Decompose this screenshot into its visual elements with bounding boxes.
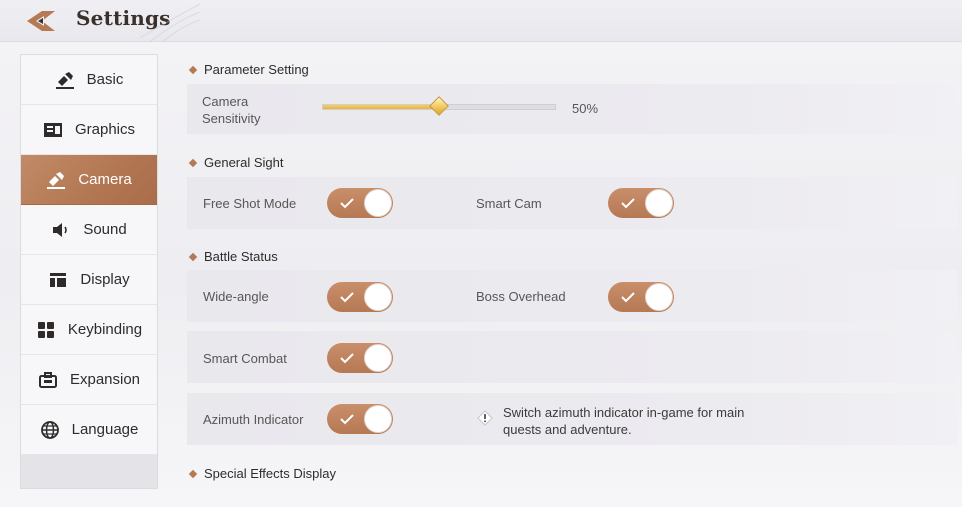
toggle-knob [645, 283, 673, 311]
checkmark-icon [340, 353, 354, 364]
smart-combat-toggle[interactable] [327, 343, 393, 373]
speaker-icon [53, 222, 68, 237]
battle-row-1 [187, 270, 957, 322]
camera-sensitivity-value: 50% [572, 101, 599, 116]
wide-angle-toggle[interactable] [327, 282, 393, 312]
azimuth-hint-text: Switch azimuth indicator in-game for mai… [503, 405, 745, 437]
diamond-bullet-icon [188, 469, 198, 478]
section-title-parameter: Parameter Setting [188, 62, 309, 77]
smart-cam-label: Smart Cam [476, 196, 542, 211]
header-ornament-icon [140, 3, 200, 42]
sidebar-item-label: Display [80, 271, 130, 288]
free-shot-mode-toggle[interactable] [327, 188, 393, 218]
camera-sensitivity-row: Camera Sensitivity [187, 84, 957, 134]
briefcase-icon [38, 371, 57, 388]
boss-overhead-label: Boss Overhead [476, 289, 566, 304]
sidebar-item-camera[interactable]: Camera [21, 155, 157, 205]
sidebar-item-basic[interactable]: Basic [21, 55, 157, 105]
back-arrow-icon[interactable] [24, 8, 58, 34]
checkmark-icon [340, 292, 354, 303]
sidebar-item-expansion[interactable]: Expansion [21, 355, 157, 405]
camera-sensitivity-slider[interactable] [322, 96, 556, 116]
page-title: Settings [76, 6, 171, 30]
checkmark-icon [340, 414, 354, 425]
info-diamond-icon [477, 410, 493, 426]
header-bar: Settings [0, 0, 962, 42]
toggle-knob [364, 189, 392, 217]
wide-angle-label: Wide-angle [203, 289, 269, 304]
sidebar-item-keybinding[interactable]: Keybinding [21, 305, 157, 355]
toggle-knob [364, 405, 392, 433]
battle-row-3 [187, 393, 957, 445]
azimuth-indicator-label: Azimuth Indicator [203, 412, 304, 427]
sidebar-item-sound[interactable]: Sound [21, 205, 157, 255]
settings-sidebar: Basic Graphics Camera Sound Display [20, 54, 158, 489]
toggle-knob [364, 283, 392, 311]
hammer-icon [47, 171, 66, 189]
sidebar-item-label: Language [71, 421, 139, 438]
section-title-special-effects: Special Effects Display [188, 466, 336, 481]
battle-row-2 [187, 331, 957, 383]
section-title-battle-status: Battle Status [188, 249, 278, 264]
general-sight-row [187, 177, 957, 229]
layout-icon [50, 272, 67, 287]
checkmark-icon [621, 292, 635, 303]
globe-icon [40, 420, 59, 439]
checkmark-icon [340, 198, 354, 209]
smart-combat-label: Smart Combat [203, 351, 287, 366]
toggle-knob [364, 344, 392, 372]
section-title-general-sight: General Sight [188, 155, 284, 170]
sidebar-item-label: Keybinding [67, 321, 143, 338]
diamond-bullet-icon [188, 65, 198, 74]
sidebar-item-label: Basic [86, 71, 124, 88]
image-icon [43, 122, 62, 137]
diamond-bullet-icon [188, 252, 198, 261]
sidebar-item-display[interactable]: Display [21, 255, 157, 305]
sidebar-item-label: Graphics [74, 121, 136, 138]
toggle-knob [645, 189, 673, 217]
slider-fill [323, 105, 439, 109]
free-shot-mode-label: Free Shot Mode [203, 196, 297, 211]
sidebar-item-label: Camera [78, 171, 132, 188]
sidebar-item-label: Sound [83, 221, 127, 238]
boss-overhead-toggle[interactable] [608, 282, 674, 312]
camera-sensitivity-label: Camera Sensitivity [202, 94, 261, 126]
sidebar-item-language[interactable]: Language [21, 405, 157, 455]
sidebar-item-label: Expansion [69, 371, 141, 388]
sidebar-item-graphics[interactable]: Graphics [21, 105, 157, 155]
grid-icon [37, 321, 54, 338]
checkmark-icon [621, 198, 635, 209]
diamond-bullet-icon [188, 158, 198, 167]
smart-cam-toggle[interactable] [608, 188, 674, 218]
azimuth-indicator-toggle[interactable] [327, 404, 393, 434]
hammer-icon [55, 71, 74, 89]
